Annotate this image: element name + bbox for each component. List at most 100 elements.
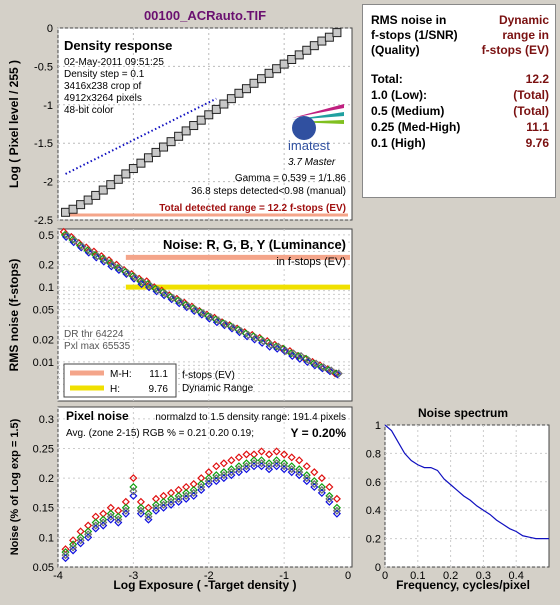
pixel-noise-point-Y: [129, 487, 138, 496]
noise-subtitle: in f-stops (EV): [276, 256, 346, 268]
density-y-ticks: 0 -0.5 -1 -1.5 -2 -2.5: [34, 23, 53, 227]
legend-note-1: f-stops (EV): [182, 370, 235, 381]
pixel-noise-point-G: [129, 482, 138, 492]
density-point: [174, 131, 184, 141]
rms-row-high: 0.1 (High) 9.76: [371, 135, 549, 151]
pixel-noise-point-Y: [227, 468, 236, 477]
rms-header-left-0: RMS noise in: [371, 13, 447, 27]
legend-mh-value: 11.1: [149, 369, 168, 380]
pixel-noise-marks: [61, 447, 341, 563]
noise-point-G: [136, 277, 145, 286]
pixel-noise-point-Y: [114, 515, 123, 524]
pixel-noise-point-R: [227, 456, 236, 465]
spectrum-y-ticks: 1 0.8 0.6 0.4 0.2 0: [366, 420, 381, 574]
pixel-noise-xlabel: Log Exposure ( -Target density ): [113, 578, 296, 592]
spectrum-x-tick-label: 0.4: [509, 570, 524, 582]
noise-point-Y: [63, 231, 72, 240]
pixel-noise-point-Y: [272, 459, 281, 468]
density-point: [204, 110, 214, 120]
pixel-noise-point-Y: [167, 497, 176, 506]
pixel-noise-avg: Avg. (zone 2-15) RGB % = 0.21 0.20 0.19;: [66, 428, 254, 439]
noise-point-Y: [183, 301, 193, 311]
file-title: 00100_ACRauto.TIF: [144, 8, 266, 23]
noise-point-Y: [123, 268, 132, 277]
noise-point-Y: [251, 333, 260, 342]
legend-mh-label: M-H:: [110, 369, 132, 380]
rms-header-left-1: f-stops (1/SNR): [371, 28, 458, 42]
spectrum-xlabel: Frequency, cycles/pixel: [396, 578, 530, 592]
density-point: [68, 204, 78, 214]
density-info-2: 3416x238 crop of: [64, 81, 142, 92]
pixel-noise-point-R: [219, 459, 228, 468]
pixel-noise-point-Y: [332, 506, 341, 515]
legend-note-2: Dynamic Range: [182, 383, 254, 394]
noise-point-Y: [70, 236, 79, 245]
spectrum-title: Noise spectrum: [418, 406, 508, 420]
pixel-noise-point-R: [287, 453, 296, 462]
pixel-noise-point-R: [234, 453, 243, 462]
spectrum-x-tick-label: 0.3: [476, 570, 491, 582]
pixel-noise-point-R: [295, 456, 304, 465]
noise-point-G: [294, 351, 303, 361]
density-point: [143, 153, 153, 163]
noise-point-Y: [229, 323, 238, 332]
rms-row-value: (Total): [513, 104, 549, 118]
spectrum-y-tick-label: 0.8: [366, 448, 381, 460]
pixel-noise-point-Y: [242, 462, 251, 471]
density-ylabel: Log ( Pixel level / 255 ): [7, 60, 21, 188]
rms-row-quality: 1.0 (Low):: [371, 88, 427, 102]
pixel-noise-point-Y: [151, 503, 161, 512]
noise-point-R: [67, 232, 76, 241]
rms-noise-table: RMS noise in f-stops (1/SNR) (Quality) D…: [362, 4, 556, 198]
spectrum-grid: [384, 424, 549, 568]
logo-version: 3.7 Master: [288, 157, 336, 168]
noise-point-B: [273, 344, 282, 353]
noise-y-tick-label: 0.5: [39, 230, 54, 242]
noise-point-Y: [176, 297, 185, 306]
pixel-noise-point-Y: [159, 500, 168, 509]
pixel-noise-point-R: [332, 494, 341, 503]
pixel-noise-y-tick-label: 0.25: [33, 443, 54, 455]
gamma-line: Gamma = 0.539 = 1/1.86: [235, 173, 347, 184]
pixel-noise-point-Y: [197, 482, 206, 492]
pixel-noise-x-tick-label: 0: [345, 570, 351, 582]
pixel-noise-point-Y: [295, 468, 304, 477]
rms-row-value: 9.76: [525, 136, 549, 150]
pixel-noise-point-R: [302, 462, 311, 471]
noise-point-B: [212, 318, 221, 327]
density-point: [166, 137, 176, 147]
rms-row-medium: 0.5 (Medium) (Total): [371, 103, 549, 119]
noise-point-Y: [334, 369, 343, 378]
noise-point-G: [196, 308, 205, 317]
noise-point-Y: [244, 330, 253, 339]
pixel-noise-point-R: [310, 468, 319, 477]
spectrum-plot-area: [384, 424, 550, 568]
spectrum-marks: [384, 424, 549, 540]
pixel-noise-point-Y: [91, 521, 100, 530]
density-point: [211, 104, 221, 114]
pixel-noise-y-ticks: 0.3 0.25 0.2 0.15 0.1 0.05: [33, 414, 54, 574]
noise-point-Y: [319, 363, 328, 372]
density-point: [106, 180, 116, 190]
pixel-noise-point-R: [265, 450, 274, 459]
pixel-noise-point-Y: [106, 512, 115, 521]
noise-y-tick-label: 0.05: [33, 305, 54, 317]
noise-point-Y: [131, 273, 140, 282]
pixel-noise-point-R: [129, 474, 138, 483]
pixel-noise-point-B: [129, 491, 138, 500]
pixel-noise-point-Y: [212, 474, 221, 483]
density-y-tick-label: -1.5: [34, 138, 53, 150]
pixel-noise-point-Y: [280, 462, 289, 471]
density-point: [249, 78, 259, 88]
density-y-tick-label: -2: [43, 177, 53, 189]
density-point: [61, 207, 71, 217]
rms-row-med-high: 0.25 (Med-High) 11.1: [371, 119, 549, 135]
imatest-logo: imatest: [288, 104, 344, 153]
spectrum-y-tick-label: 0.6: [366, 477, 381, 489]
noise-point-Y: [108, 260, 117, 269]
pixel-noise-point-Y: [219, 471, 228, 480]
noise-y-tick-label: 0.2: [39, 260, 54, 272]
range-line: Total detected range = 12.2 f-stops (EV): [159, 203, 346, 214]
noise-ylabel: RMS noise (f-stops): [7, 259, 21, 372]
